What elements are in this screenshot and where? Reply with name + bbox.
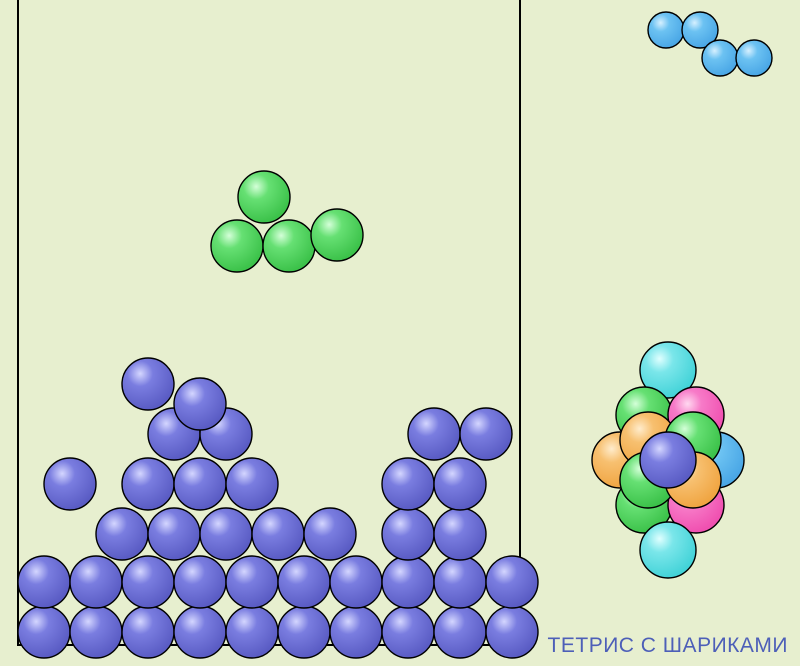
stack-ball [434, 458, 486, 510]
next-ball [736, 40, 772, 76]
stack-ball [486, 606, 538, 658]
stack-ball [174, 606, 226, 658]
falling-ball [211, 220, 263, 272]
stack-ball [122, 606, 174, 658]
stack-ball [174, 556, 226, 608]
stack-ball [18, 606, 70, 658]
stack-ball [434, 606, 486, 658]
stack-ball [330, 556, 382, 608]
stack-ball [304, 508, 356, 560]
stack-ball [226, 458, 278, 510]
stack-ball [382, 556, 434, 608]
stack-ball [174, 378, 226, 430]
stack-ball [252, 508, 304, 560]
stack-ball [226, 556, 278, 608]
stack-ball [486, 556, 538, 608]
stack-ball [434, 508, 486, 560]
game-stage[interactable] [0, 0, 800, 666]
next-ball [648, 12, 684, 48]
stack-ball [44, 458, 96, 510]
logo-ball [640, 522, 696, 578]
stack-ball [174, 458, 226, 510]
stack-ball [434, 556, 486, 608]
stack-ball [382, 458, 434, 510]
stack-ball [278, 556, 330, 608]
stack-ball [70, 556, 122, 608]
stack-ball [330, 606, 382, 658]
falling-ball [238, 171, 290, 223]
stack-ball [122, 556, 174, 608]
stack-ball [460, 408, 512, 460]
falling-ball [311, 209, 363, 261]
stack-ball [122, 458, 174, 510]
game-title: ТЕТРИС С ШАРИКАМИ [548, 634, 788, 658]
stack-ball [122, 358, 174, 410]
stack-ball [408, 408, 460, 460]
stack-ball [96, 508, 148, 560]
stack-ball [70, 606, 122, 658]
stack-ball [226, 606, 278, 658]
logo-ball [640, 432, 696, 488]
stack-ball [18, 556, 70, 608]
next-ball [702, 40, 738, 76]
stack-ball [200, 508, 252, 560]
falling-ball [263, 220, 315, 272]
stack-ball [148, 508, 200, 560]
stack-ball [278, 606, 330, 658]
stack-ball [382, 508, 434, 560]
stack-ball [382, 606, 434, 658]
